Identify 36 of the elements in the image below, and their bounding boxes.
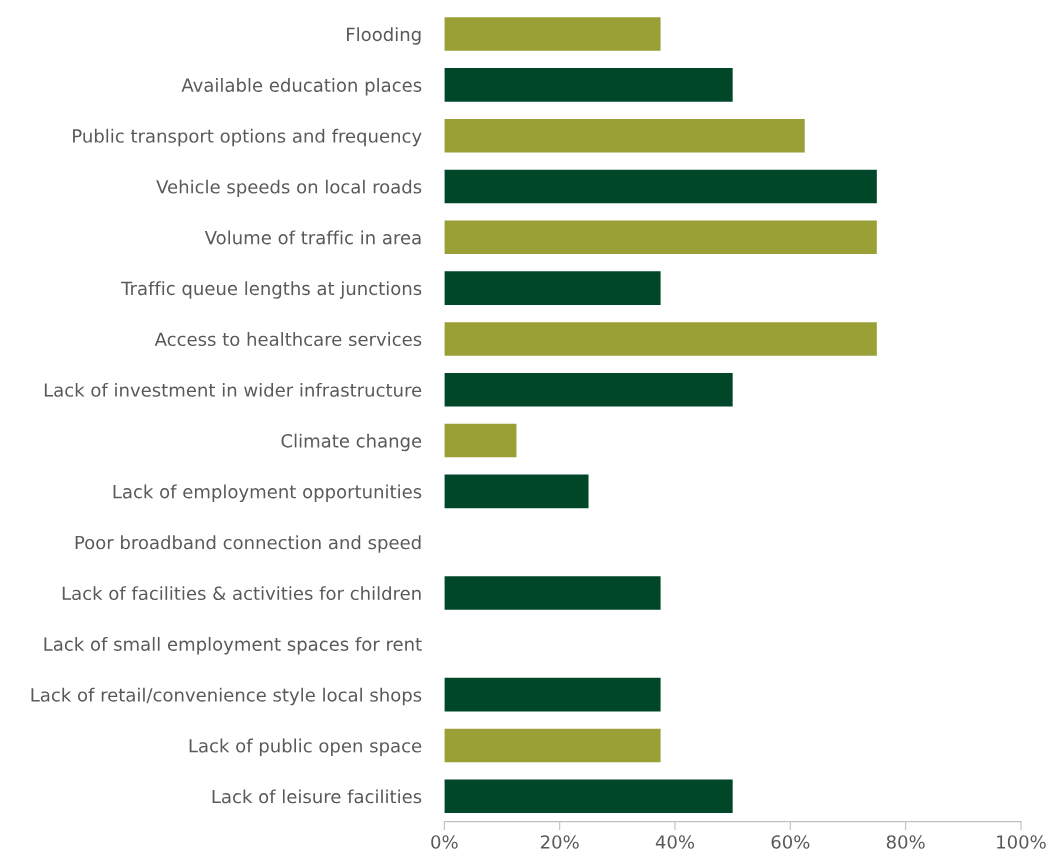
bar: [444, 576, 661, 610]
bar: [444, 779, 733, 814]
x-tick-label: 60%: [771, 835, 810, 849]
bar: [444, 17, 661, 51]
bar: [444, 169, 877, 204]
y-tick-label: Vehicle speeds on local roads: [156, 179, 422, 198]
x-tick-label: 0%: [431, 835, 458, 849]
y-tick-label: Available education places: [181, 78, 422, 96]
bar: [444, 271, 661, 305]
bar: [444, 220, 877, 255]
y-tick-label: Lack of facilities & activities for children: [62, 586, 421, 601]
y-tick-label: Lack of employment opportunities: [113, 484, 422, 502]
bar: [444, 474, 589, 509]
bar: [444, 677, 661, 712]
bar: [444, 118, 805, 153]
x-tick-label: 100%: [997, 835, 1046, 849]
bar: [444, 728, 661, 763]
y-tick-label: Flooding: [347, 27, 421, 45]
bar: [444, 68, 733, 102]
y-tick-label: Climate change: [281, 433, 422, 452]
y-tick-label: Lack of retail/convenience style local shops: [31, 687, 422, 706]
y-tick-label: Access to healthcare services: [154, 332, 422, 347]
x-tick-label: 80%: [886, 835, 925, 849]
y-tick-label: Lack of public open space: [189, 738, 422, 757]
bar: [444, 423, 517, 458]
y-tick-label: Poor broadband connection and speed: [75, 535, 421, 553]
y-tick-label: Lack of leisure facilities: [212, 789, 422, 804]
x-tick-label: 20%: [540, 835, 579, 849]
bar: [444, 322, 877, 356]
y-tick-label: Lack of small employment spaces for rent: [44, 636, 422, 655]
y-tick-label: Lack of investment in wider infrastructure: [44, 382, 422, 397]
y-tick-label: Traffic queue lengths at junctions: [121, 281, 422, 299]
x-tick-label: 40%: [655, 835, 695, 849]
y-tick-label: Volume of traffic in area: [204, 230, 421, 245]
y-tick-label: Public transport options and frequency: [73, 128, 422, 147]
bar: [444, 372, 733, 407]
